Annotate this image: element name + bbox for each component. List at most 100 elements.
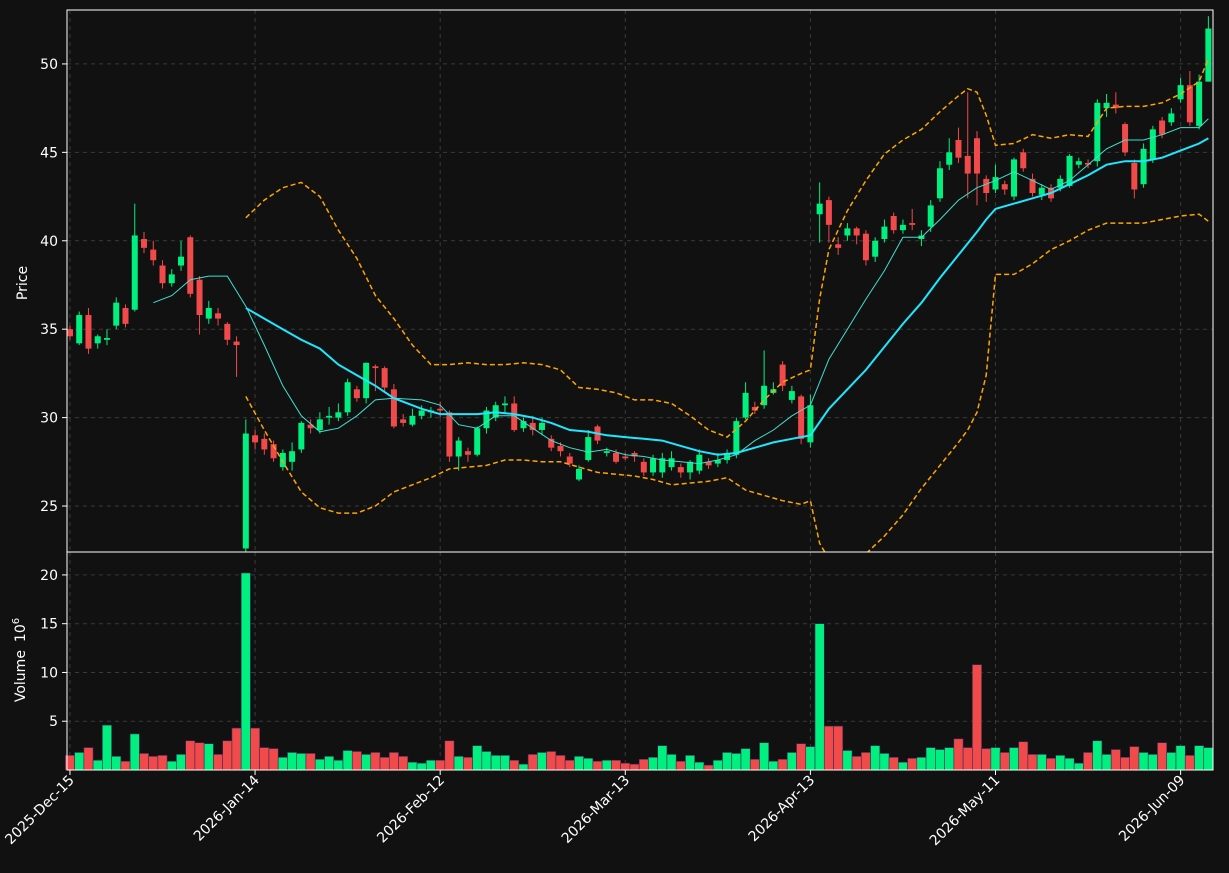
candle-body <box>872 240 879 257</box>
candle-body <box>779 364 786 386</box>
candle-body <box>326 415 333 418</box>
overlay-line <box>245 213 1209 552</box>
candle-body <box>983 178 990 194</box>
volume-bar <box>527 754 538 771</box>
volume-bar <box>1018 741 1029 771</box>
candle-body <box>501 403 508 406</box>
candle-body <box>973 138 980 174</box>
candle-body <box>1029 178 1036 194</box>
volume-bar <box>1147 754 1158 771</box>
volume-bar <box>731 753 742 771</box>
candle-body <box>270 444 277 459</box>
volume-bar <box>768 760 779 771</box>
volume-bar <box>74 752 85 771</box>
volume-bar <box>935 749 945 771</box>
candle-body <box>520 421 527 429</box>
candle-body <box>261 438 268 450</box>
candle-body <box>335 412 342 418</box>
candle-body <box>390 389 397 427</box>
volume-frame <box>66 551 1214 771</box>
y-tick-label: 30 <box>40 411 58 427</box>
volume-bar <box>203 743 214 771</box>
candle-body <box>576 468 583 480</box>
candle-body <box>316 419 323 430</box>
candle-body <box>705 461 712 466</box>
candle-body <box>1196 81 1203 126</box>
volume-bar <box>675 760 686 771</box>
volume-bar <box>694 761 705 771</box>
overlay-line <box>245 137 1209 456</box>
candle-body <box>1020 152 1027 169</box>
volume-bar <box>796 743 807 771</box>
candle-body <box>418 410 425 416</box>
volume-bar <box>898 761 908 771</box>
volume-bar <box>333 759 344 771</box>
candle-body <box>150 249 157 261</box>
volume-bar <box>1157 742 1168 771</box>
volume-bar <box>972 664 982 771</box>
volume-bar <box>879 753 890 771</box>
candle-body <box>224 323 231 340</box>
candle-body <box>687 461 694 473</box>
volume-bar <box>990 747 1001 771</box>
candle-body <box>881 226 888 240</box>
candle-body <box>529 422 536 430</box>
candle-body <box>603 451 610 453</box>
volume-bar <box>574 756 584 771</box>
volume-bar <box>1092 740 1103 771</box>
volume-bar <box>102 724 112 771</box>
y-tick-label: 50 <box>40 57 58 73</box>
candle-body <box>168 274 175 284</box>
candle-body <box>742 392 749 418</box>
candle-body <box>113 302 120 326</box>
candle-body <box>927 205 934 227</box>
volume-bar <box>342 750 353 771</box>
candle-body <box>1001 184 1008 190</box>
volume-bar <box>657 745 668 771</box>
volume-bar <box>860 752 871 771</box>
volume-bar <box>472 745 483 771</box>
candle-body <box>67 329 73 337</box>
candle-body <box>825 200 832 225</box>
candle-body <box>724 452 731 461</box>
volume-bar <box>388 752 399 771</box>
y-tick-label: 10 <box>40 665 58 681</box>
volume-bar <box>370 752 381 771</box>
price-axis-label: Price <box>15 266 31 300</box>
candle-body <box>122 307 129 324</box>
volume-bar <box>240 572 251 771</box>
volume-bar <box>629 763 640 771</box>
candle-body <box>714 460 721 464</box>
candle-body <box>94 336 101 344</box>
candle-body <box>242 433 249 549</box>
volume-bar <box>1046 757 1056 771</box>
y-tick-label: 45 <box>40 145 58 161</box>
volume-bar <box>250 727 260 771</box>
volume-bar <box>148 756 159 771</box>
candle-body <box>196 279 203 316</box>
volume-bar <box>83 747 94 771</box>
candle-body <box>844 228 851 236</box>
candle-body <box>853 228 860 236</box>
volume-bar <box>620 762 631 771</box>
volume-bar <box>120 760 131 771</box>
candle-body <box>483 410 490 429</box>
volume-bar <box>907 757 918 771</box>
volume-bar <box>1166 752 1177 771</box>
volume-bar <box>453 756 464 771</box>
candle-body <box>233 341 240 346</box>
volume-bar <box>999 752 1010 771</box>
candle-body <box>437 408 444 411</box>
candle-body <box>585 437 592 461</box>
volume-bar <box>1175 745 1186 771</box>
candle-body <box>1122 124 1129 153</box>
candle-body <box>279 452 286 468</box>
volume-bar <box>185 740 196 771</box>
candle-body <box>798 396 805 439</box>
volume-bar <box>981 748 992 771</box>
volume-bar <box>518 763 529 771</box>
candle-body <box>659 458 666 473</box>
volume-bar <box>648 757 658 771</box>
y-tick-label: 5 <box>49 714 58 730</box>
